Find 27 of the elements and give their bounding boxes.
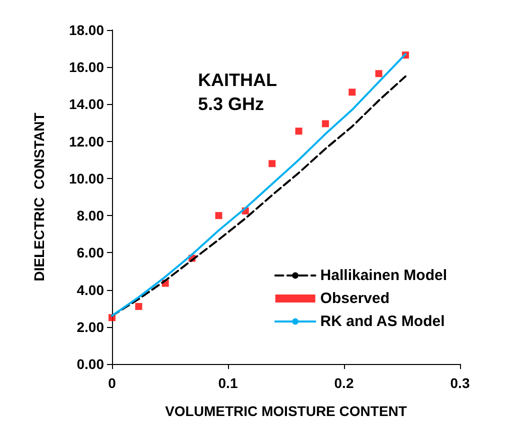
y-tick-label: 14.00 xyxy=(68,96,104,112)
point xyxy=(215,212,222,220)
x-tick-label: 0.3 xyxy=(450,375,470,391)
y-tick-label: 16.00 xyxy=(68,59,104,76)
y-tick-label: 4.00 xyxy=(76,282,104,298)
point xyxy=(322,120,329,128)
y-tick-label: 12.00 xyxy=(68,133,104,150)
legend-label: RK and AS Model xyxy=(320,313,445,330)
y-tick-label: 2.00 xyxy=(76,318,104,335)
x-tick-label: 0.2 xyxy=(334,375,354,391)
point xyxy=(295,128,302,135)
legend-label: Observed xyxy=(320,290,390,307)
point xyxy=(348,88,356,96)
x-axis-title: VOLUMETRIC MOISTURE CONTENT xyxy=(165,403,408,419)
y-tick-label: 10.00 xyxy=(68,170,104,186)
point xyxy=(375,70,382,78)
annotation: KAITHAL 5.3 GHz xyxy=(198,70,277,114)
x-tick-label: 0.1 xyxy=(218,375,238,391)
y-tick-label: 0.00 xyxy=(76,356,104,372)
x-tick-label: 0 xyxy=(108,375,116,391)
legend-label: Hallikainen Model xyxy=(320,267,448,284)
point xyxy=(268,160,276,168)
y-tick-label: 18.00 xyxy=(68,22,104,38)
point xyxy=(135,302,142,310)
y-tick-label: 6.00 xyxy=(76,244,104,261)
y-axis-title: DIELECTRIC CONSTANT xyxy=(31,112,47,282)
y-tick-label: 8.00 xyxy=(76,208,104,224)
